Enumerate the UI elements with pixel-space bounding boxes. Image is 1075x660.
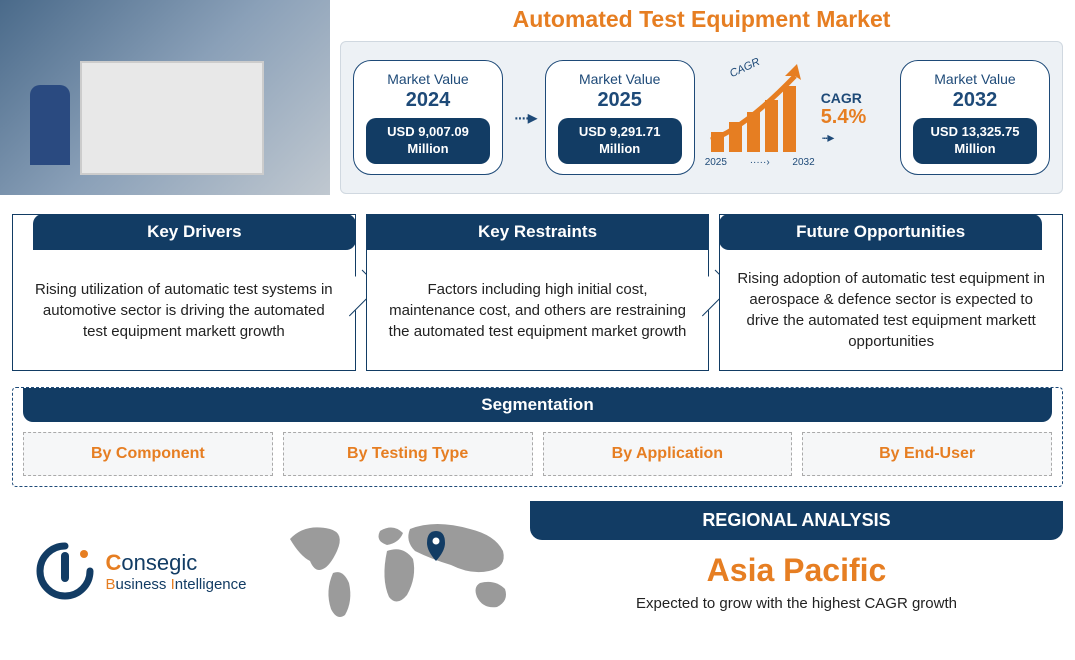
arrow-dots-icon: ····▸ bbox=[513, 105, 535, 130]
growth-arrow-icon bbox=[705, 58, 815, 168]
mv-label: Market Value bbox=[366, 71, 490, 87]
mv-value-line2: Million bbox=[407, 141, 448, 156]
cagr-pct: 5.4% bbox=[821, 106, 867, 129]
segmentation-title: Segmentation bbox=[23, 388, 1052, 422]
factor-title: Future Opportunities bbox=[719, 214, 1042, 250]
logo-text: Consegic Business Intelligence bbox=[106, 550, 247, 593]
cagr-year-to: 2032 bbox=[792, 157, 814, 168]
arrow-right-icon: ·····› bbox=[750, 157, 770, 168]
logo-ntelligence: ntelligence bbox=[175, 576, 247, 593]
mv-label: Market Value bbox=[558, 71, 682, 87]
page-title: Automated Test Equipment Market bbox=[340, 6, 1063, 33]
logo-c: C bbox=[106, 550, 122, 575]
factor-card-opportunities: Future Opportunities Rising adoption of … bbox=[719, 214, 1063, 371]
logo-mark-icon bbox=[34, 540, 96, 602]
regional-title: Asia Pacific bbox=[530, 552, 1063, 589]
cagr-label: CAGR bbox=[821, 90, 867, 106]
mv-value-line2: Million bbox=[599, 141, 640, 156]
factor-card-drivers: Key Drivers Rising utilization of automa… bbox=[12, 214, 356, 371]
mv-year: 2032 bbox=[913, 89, 1037, 112]
seg-item-application: By Application bbox=[543, 432, 793, 476]
cagr-year-from: 2025 bbox=[705, 157, 727, 168]
mv-label: Market Value bbox=[913, 71, 1037, 87]
market-value-card-2024: Market Value 2024 USD 9,007.09 Million bbox=[353, 60, 503, 175]
hero-image bbox=[0, 0, 330, 195]
world-map bbox=[270, 501, 530, 641]
factor-title: Key Drivers bbox=[33, 214, 356, 250]
seg-item-component: By Component bbox=[23, 432, 273, 476]
factor-body: Rising utilization of automatic test sys… bbox=[13, 250, 355, 370]
factors-row: Key Drivers Rising utilization of automa… bbox=[0, 200, 1075, 371]
mv-value: USD 9,007.09 Million bbox=[366, 118, 490, 164]
cagr-year-axis: 2025 ·····› 2032 bbox=[705, 157, 815, 168]
seg-item-testing-type: By Testing Type bbox=[283, 432, 533, 476]
cagr-graphic: CAGR 2025 ·····› 2032 bbox=[705, 68, 890, 168]
brand-logo: Consegic Business Intelligence bbox=[0, 501, 270, 641]
mv-year: 2024 bbox=[366, 89, 490, 112]
regional-subtitle: Expected to grow with the highest CAGR g… bbox=[530, 595, 1063, 612]
regional-header: REGIONAL ANALYSIS bbox=[530, 501, 1063, 540]
factor-body: Rising adoption of automatic test equipm… bbox=[720, 250, 1062, 370]
mv-year: 2025 bbox=[558, 89, 682, 112]
cagr-bars: CAGR 2025 ·····› 2032 bbox=[705, 68, 815, 168]
factor-card-restraints: Key Restraints Factors including high in… bbox=[366, 214, 710, 371]
logo-usiness: usiness bbox=[116, 576, 171, 593]
mv-value-line1: USD 13,325.75 bbox=[931, 124, 1020, 139]
regional-analysis: REGIONAL ANALYSIS Asia Pacific Expected … bbox=[530, 501, 1075, 641]
mv-value: USD 9,291.71 Million bbox=[558, 118, 682, 164]
segmentation-section: Segmentation By Component By Testing Typ… bbox=[12, 387, 1063, 487]
cagr-text-block: CAGR 5.4% ····▸ bbox=[821, 90, 867, 146]
logo-b: B bbox=[106, 576, 116, 593]
factor-body: Factors including high initial cost, mai… bbox=[367, 250, 709, 370]
seg-item-end-user: By End-User bbox=[802, 432, 1052, 476]
mv-value: USD 13,325.75 Million bbox=[913, 118, 1037, 164]
market-value-strip: Market Value 2024 USD 9,007.09 Million ·… bbox=[340, 41, 1063, 194]
mv-value-line1: USD 9,291.71 bbox=[579, 124, 661, 139]
mv-value-line2: Million bbox=[954, 141, 995, 156]
market-value-card-2025: Market Value 2025 USD 9,291.71 Million bbox=[545, 60, 695, 175]
arrow-dots-icon: ····▸ bbox=[821, 129, 867, 146]
market-value-card-2032: Market Value 2032 USD 13,325.75 Million bbox=[900, 60, 1050, 175]
logo-onsegic: onsegic bbox=[121, 550, 197, 575]
mv-value-line1: USD 9,007.09 bbox=[387, 124, 469, 139]
factor-title: Key Restraints bbox=[366, 214, 710, 250]
